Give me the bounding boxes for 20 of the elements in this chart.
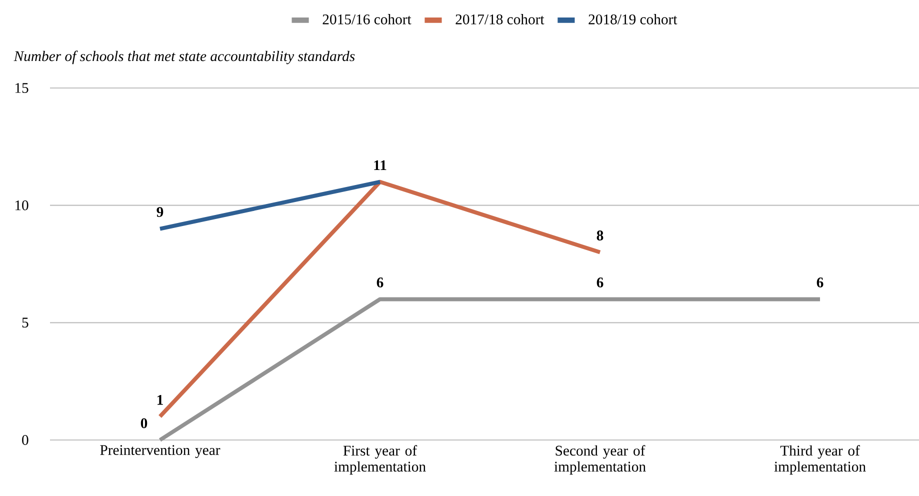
data-label: 6	[596, 278, 604, 288]
y-tick-label: 10	[15, 200, 28, 210]
x-tick-label: Second year of implementation	[554, 445, 646, 475]
y-tick-label: 0	[22, 435, 28, 445]
x-tick-label: Third year of implementation	[774, 445, 866, 475]
data-label: 11	[374, 160, 386, 170]
legend-label: 2018/19 cohort	[588, 14, 678, 24]
x-tick-label: First year of implementation	[334, 445, 426, 475]
legend-label: 2017/18 cohort	[456, 14, 544, 24]
data-label: 9	[156, 207, 164, 217]
legend-label: 2015/16 cohort	[322, 14, 412, 24]
data-label: 6	[816, 278, 824, 288]
x-tick-label: Preintervention year	[100, 445, 220, 458]
y-axis-title: Number of schools that met state accountability standards	[14, 50, 355, 64]
data-label: 8	[596, 230, 604, 240]
data-label: 1	[158, 395, 163, 405]
y-tick-label: 15	[15, 83, 28, 93]
y-tick-label: 5	[22, 318, 28, 328]
data-label: 0	[140, 418, 148, 428]
data-label: 6	[376, 278, 384, 288]
